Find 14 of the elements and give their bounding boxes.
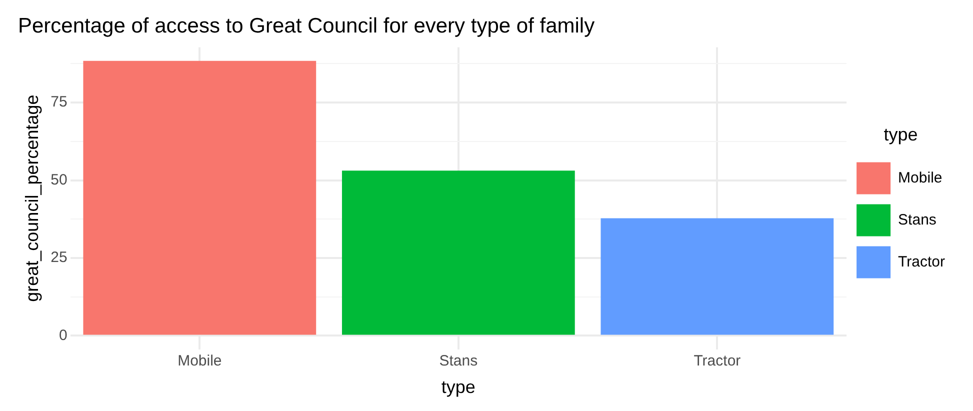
legend-title: type: [884, 124, 918, 145]
legend-label: Tractor: [898, 253, 946, 270]
legend-label: Stans: [898, 211, 936, 228]
x-tick-label: Mobile: [178, 352, 222, 370]
y-tick-label: 25: [50, 249, 68, 266]
chart-title: Percentage of access to Great Council for every type of family: [18, 14, 596, 38]
x-tick-label: Stans: [439, 352, 478, 370]
y-tick-label: 50: [50, 171, 68, 188]
x-tick-label: Tractor: [694, 352, 741, 370]
x-axis-title: type: [441, 377, 476, 398]
y-axis-title: great_council_percentage: [22, 94, 42, 302]
legend-label: Mobile: [898, 169, 942, 186]
y-tick-label: 0: [58, 326, 68, 344]
y-tick-label: 75: [50, 94, 68, 111]
